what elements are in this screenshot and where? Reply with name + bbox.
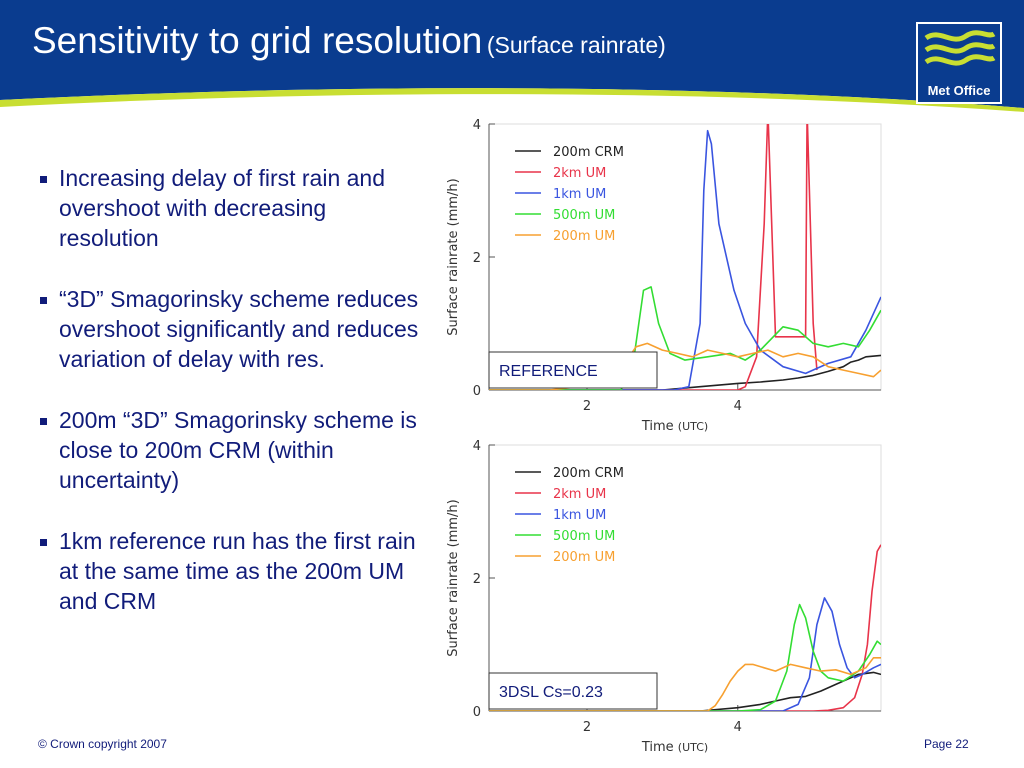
bullet-item: Increasing delay of first rain and overs… (40, 163, 420, 253)
rainrate-chart-3dsl: 0 2 4 2 4 Surface rainrate (mm/h) Time (UTC) 20… (435, 433, 890, 763)
run-label-text: 3DSL Cs=0.23 (499, 684, 603, 701)
series-line (489, 354, 881, 390)
legend-label: 2km UM (553, 487, 606, 502)
series-line (489, 129, 881, 390)
header-banner (0, 0, 1024, 112)
x-tick-label: 2 (583, 399, 591, 414)
copyright-text: © Crown copyright 2007 (38, 737, 167, 751)
slide-header: Sensitivity to grid resolution (Surface … (0, 0, 1024, 115)
bullet-text: Increasing delay of first rain and overs… (59, 165, 386, 251)
run-label-box (488, 672, 658, 710)
chart-svg: 0 2 4 2 4 Surface rainrate (mm/h) Time (UTC) 20… (446, 118, 882, 434)
y-tick-label: 0 (473, 705, 481, 720)
square-bullet-icon (40, 418, 47, 425)
series-line (489, 603, 881, 711)
chart-svg: 0 2 4 2 4 Surface rainrate (mm/h) Time (UTC) 20… (446, 439, 882, 755)
series-line (489, 657, 881, 711)
square-bullet-icon (40, 297, 47, 304)
y-tick-label: 2 (473, 251, 481, 266)
title-subtitle: (Surface rainrate) (486, 32, 666, 58)
title-main: Sensitivity to grid resolution (32, 20, 483, 61)
y-axis-label: Surface rainrate (mm/h) (446, 499, 461, 656)
legend-label: 500m UM (553, 208, 615, 223)
square-bullet-icon (40, 176, 47, 183)
run-label-text: REFERENCE (499, 363, 598, 380)
series-group (489, 124, 881, 390)
square-bullet-icon (40, 539, 47, 546)
y-tick-label: 0 (473, 384, 481, 399)
bullet-text: “3D” Smagorinsky scheme reduces overshoo… (59, 286, 419, 372)
bullet-text: 200m “3D” Smagorinsky scheme is close to… (59, 407, 417, 493)
legend-label: 1km UM (553, 187, 606, 202)
bullet-list: Increasing delay of first rain and overs… (40, 163, 420, 647)
series-group (489, 544, 881, 711)
waves-icon (924, 30, 996, 66)
bullet-item: “3D” Smagorinsky scheme reduces overshoo… (40, 284, 420, 374)
series-line (489, 597, 881, 711)
legend-label: 500m UM (553, 529, 615, 544)
legend-label: 200m CRM (553, 466, 624, 481)
slide-title: Sensitivity to grid resolution (Surface … (32, 20, 666, 62)
logo-text: Met Office (927, 83, 991, 98)
x-axis-unit: (UTC) (678, 420, 708, 433)
bullet-item: 200m “3D” Smagorinsky scheme is close to… (40, 405, 420, 495)
x-axis-unit: (UTC) (678, 741, 708, 754)
x-tick-label: 4 (734, 720, 742, 735)
y-tick-label: 4 (473, 439, 481, 454)
bullet-item: 1km reference run has the first rain at … (40, 526, 420, 616)
y-axis-label: Surface rainrate (mm/h) (446, 178, 461, 335)
plot-frame (488, 123, 882, 391)
x-axis-label: Time (UTC) (641, 419, 708, 434)
bullet-text: 1km reference run has the first rain at … (59, 528, 416, 614)
met-office-logo: Met Office (916, 22, 1002, 104)
legend-label: 200m UM (553, 550, 615, 565)
x-tick-label: 4 (734, 399, 742, 414)
legend-label: 200m CRM (553, 145, 624, 160)
series-line (489, 544, 881, 711)
x-axis-label: Time (UTC) (641, 740, 708, 755)
legend-label: 1km UM (553, 508, 606, 523)
legend-label: 200m UM (553, 229, 615, 244)
rainrate-chart-reference: 0 2 4 2 4 Surface rainrate (mm/h) Time (UTC) 20… (435, 112, 890, 442)
page-number: Page 22 (924, 737, 969, 751)
x-tick-label: 2 (583, 720, 591, 735)
y-tick-label: 4 (473, 118, 481, 133)
run-label-box (488, 351, 658, 389)
legend-label: 2km UM (553, 166, 606, 181)
series-line (489, 124, 818, 390)
y-tick-label: 2 (473, 572, 481, 587)
